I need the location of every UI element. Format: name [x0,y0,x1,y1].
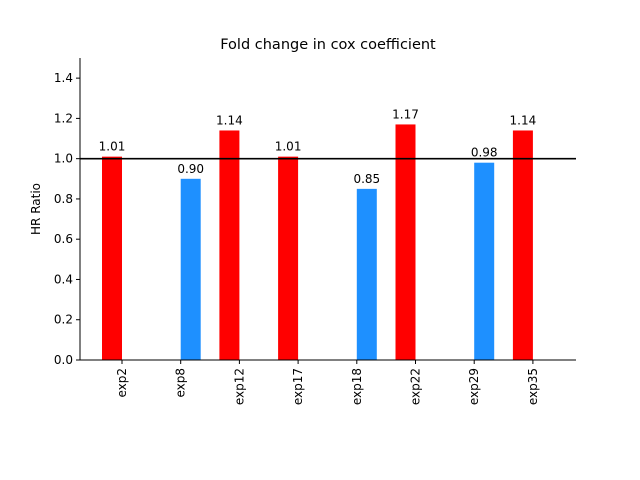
data-label-exp22: 1.17 [392,107,419,121]
bar-exp8 [180,178,201,360]
plot-area: 1.01 0.90 1.14 1.01 0.85 1.17 0.98 1.14 0.0 0.2 0.… [54,58,576,405]
bar-exp17 [278,156,299,360]
data-label-exp35: 1.14 [510,113,537,127]
y-tick-label: 1.4 [54,71,73,85]
data-label-exp2: 1.01 [99,140,126,154]
x-tick-label: exp22 [409,368,423,405]
data-label-exp17: 1.01 [275,140,302,154]
x-tick-label: exp35 [526,368,540,405]
y-tick-label: 0.6 [54,232,73,246]
bar-exp12 [219,130,240,360]
data-label-exp29: 0.98 [471,146,498,160]
y-tick-label: 0.4 [54,272,73,286]
y-tick-label: 0.2 [54,313,73,327]
bar-exp22 [395,124,416,360]
x-tick-label: exp29 [467,368,481,405]
x-tick-label: exp18 [350,368,364,405]
chart-title: Fold change in cox coefficient [220,37,436,53]
bar-exp18 [356,188,377,360]
y-tick-label: 0.0 [54,353,73,367]
bar-exp35 [512,130,533,360]
bar-exp2 [102,156,122,360]
x-tick-label: exp2 [115,368,129,398]
data-label-exp18: 0.85 [353,172,380,186]
data-label-exp12: 1.14 [216,113,243,127]
x-tick-label: exp8 [174,368,188,398]
y-tick-label: 1.0 [54,152,73,166]
y-axis-label: HR Ratio [29,183,43,235]
y-tick-label: 1.2 [54,111,73,125]
bar-exp29 [474,162,495,360]
x-tick-label: exp17 [291,368,305,405]
data-label-exp8: 0.90 [177,162,204,176]
y-tick-label: 0.8 [54,192,73,206]
x-tick-label: exp12 [232,368,246,405]
